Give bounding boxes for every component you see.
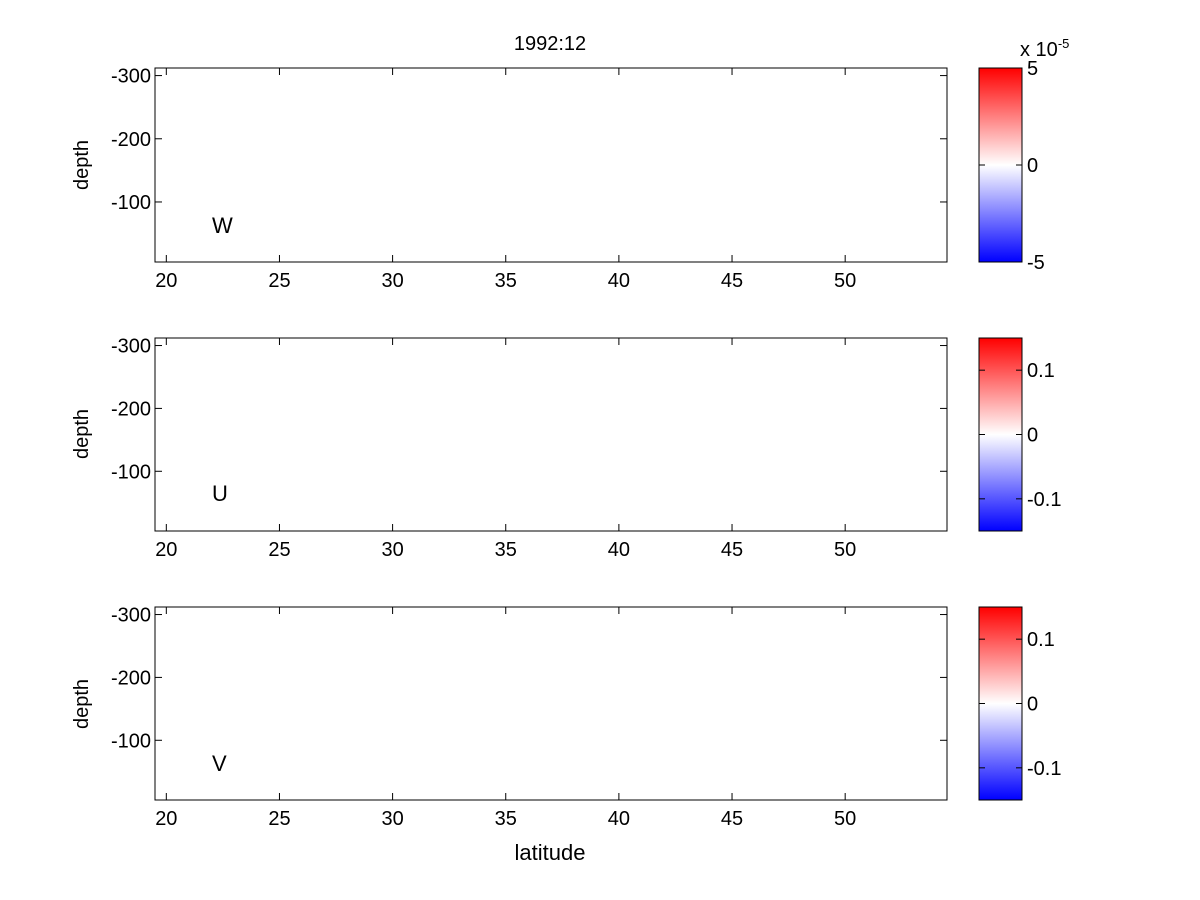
panel-v-ylabel: depth bbox=[71, 679, 93, 729]
x-axis-label: latitude bbox=[515, 840, 586, 865]
panel-w-y-ticks: -100 -200 -300 bbox=[111, 66, 947, 214]
panel-u-xtick-label-0: 20 bbox=[155, 539, 177, 561]
panel-u-xtick-label-2: 30 bbox=[381, 539, 403, 561]
panel-w-label: W bbox=[212, 213, 233, 238]
panel-u-xtick-label-1: 25 bbox=[268, 539, 290, 561]
panel-v-xtick-label-4: 40 bbox=[608, 808, 630, 830]
panel-u-colorbar-gradient bbox=[978, 337, 1023, 532]
panel-w-frame bbox=[154, 67, 948, 263]
panel-w-x-ticks: 20 25 30 35 40 45 50 bbox=[155, 68, 856, 292]
panel-w-ytick-label-0: -100 bbox=[111, 192, 151, 214]
panel-v-xtick-label-2: 30 bbox=[381, 808, 403, 830]
panel-v-ytick-label-2: -300 bbox=[111, 605, 151, 627]
panel-u-cbtick-label-2: -0.1 bbox=[1027, 489, 1061, 511]
panel-u-xtick-label-5: 45 bbox=[721, 539, 743, 561]
panel-w-ytick-label-2: -300 bbox=[111, 66, 151, 88]
panel-w-colorbar-exponent-power: -5 bbox=[1058, 36, 1070, 51]
panel-u-cbtick-label-0: 0.1 bbox=[1027, 360, 1055, 382]
panel-v-xtick-label-5: 45 bbox=[721, 808, 743, 830]
panel-w-ytick-label-1: -200 bbox=[111, 129, 151, 151]
panel-w-ylabel: depth bbox=[71, 140, 93, 190]
panel-v-x-ticks: 20 25 30 35 40 45 50 bbox=[155, 607, 856, 830]
panel-v-colorbar: 0.1 0 -0.1 bbox=[978, 606, 1061, 801]
panel-v-ytick-label-0: -100 bbox=[111, 730, 151, 752]
panel-v-xtick-label-0: 20 bbox=[155, 808, 177, 830]
panel-v-colorbar-ticks: 0.1 0 -0.1 bbox=[979, 629, 1061, 780]
panel-w-xtick-label-5: 45 bbox=[721, 270, 743, 292]
panel-u-colorbar-ticks: 0.1 0 -0.1 bbox=[979, 360, 1061, 511]
panel-v-cbtick-label-1: 0 bbox=[1027, 694, 1038, 716]
panel-u-ytick-label-0: -100 bbox=[111, 461, 151, 483]
panel-w-cbtick-label-0: 5 bbox=[1027, 58, 1038, 80]
panel-u-frame bbox=[154, 337, 948, 532]
panel-u: 20 25 30 35 40 45 50 -100-200-300 depth U 0.10… bbox=[71, 336, 1061, 561]
panel-u-colorbar: 0.1 0 -0.1 bbox=[978, 337, 1061, 532]
panel-u-label: U bbox=[212, 481, 228, 506]
chart-title: 1992:12 bbox=[514, 33, 586, 55]
panel-w-colorbar-exponent-base: x 10 bbox=[1020, 39, 1058, 61]
panel-v-frame bbox=[154, 606, 948, 801]
panel-u-x-ticks: 20 25 30 35 40 45 50 bbox=[155, 338, 856, 561]
panel-u-ytick-label-2: -300 bbox=[111, 336, 151, 358]
panel-w-colorbar-ticks: 5 0 -5 bbox=[979, 58, 1045, 274]
panel-v-colorbar-gradient bbox=[978, 606, 1023, 801]
panel-v-ytick-label-1: -200 bbox=[111, 667, 151, 689]
panel-v-xtick-label-1: 25 bbox=[268, 808, 290, 830]
panel-w-xtick-label-2: 30 bbox=[381, 270, 403, 292]
panel-u-y-ticks: -100 -200 -300 bbox=[111, 336, 947, 483]
panel-w-cbtick-label-2: -5 bbox=[1027, 252, 1045, 274]
panel-u-xtick-label-3: 35 bbox=[495, 539, 517, 561]
panel-w-xtick-label-3: 35 bbox=[495, 270, 517, 292]
panel-w-colorbar: 50-5 x 10-5 bbox=[978, 36, 1069, 274]
panel-v-label: V bbox=[212, 751, 227, 776]
panel-w-xtick-label-0: 20 bbox=[155, 270, 177, 292]
panel-w-colorbar-exponent: x 10-5 bbox=[1020, 36, 1069, 61]
panel-v-xtick-label-3: 35 bbox=[495, 808, 517, 830]
panel-u-ytick-label-1: -200 bbox=[111, 398, 151, 420]
panel-w-cbtick-label-1: 0 bbox=[1027, 155, 1038, 177]
panel-w: 20 25 30 35 40 45 50 -100-200-300 depth W 50-5… bbox=[71, 36, 1069, 292]
panel-u-ylabel: depth bbox=[71, 409, 93, 459]
panel-u-cbtick-label-1: 0 bbox=[1027, 425, 1038, 447]
panel-w-xtick-label-1: 25 bbox=[268, 270, 290, 292]
panel-u-xtick-label-4: 40 bbox=[608, 539, 630, 561]
panel-v-xtick-label-6: 50 bbox=[834, 808, 856, 830]
panel-w-colorbar-gradient bbox=[978, 67, 1023, 263]
panel-v-cbtick-label-2: -0.1 bbox=[1027, 758, 1061, 780]
panel-v: 20 25 30 35 40 45 50 -100-200-300 depth V 0.10… bbox=[71, 605, 1061, 830]
panel-w-xtick-label-4: 40 bbox=[608, 270, 630, 292]
panel-u-xtick-label-6: 50 bbox=[834, 539, 856, 561]
panel-v-cbtick-label-0: 0.1 bbox=[1027, 629, 1055, 651]
panel-v-y-ticks: -100 -200 -300 bbox=[111, 605, 947, 752]
panel-w-xtick-label-6: 50 bbox=[834, 270, 856, 292]
